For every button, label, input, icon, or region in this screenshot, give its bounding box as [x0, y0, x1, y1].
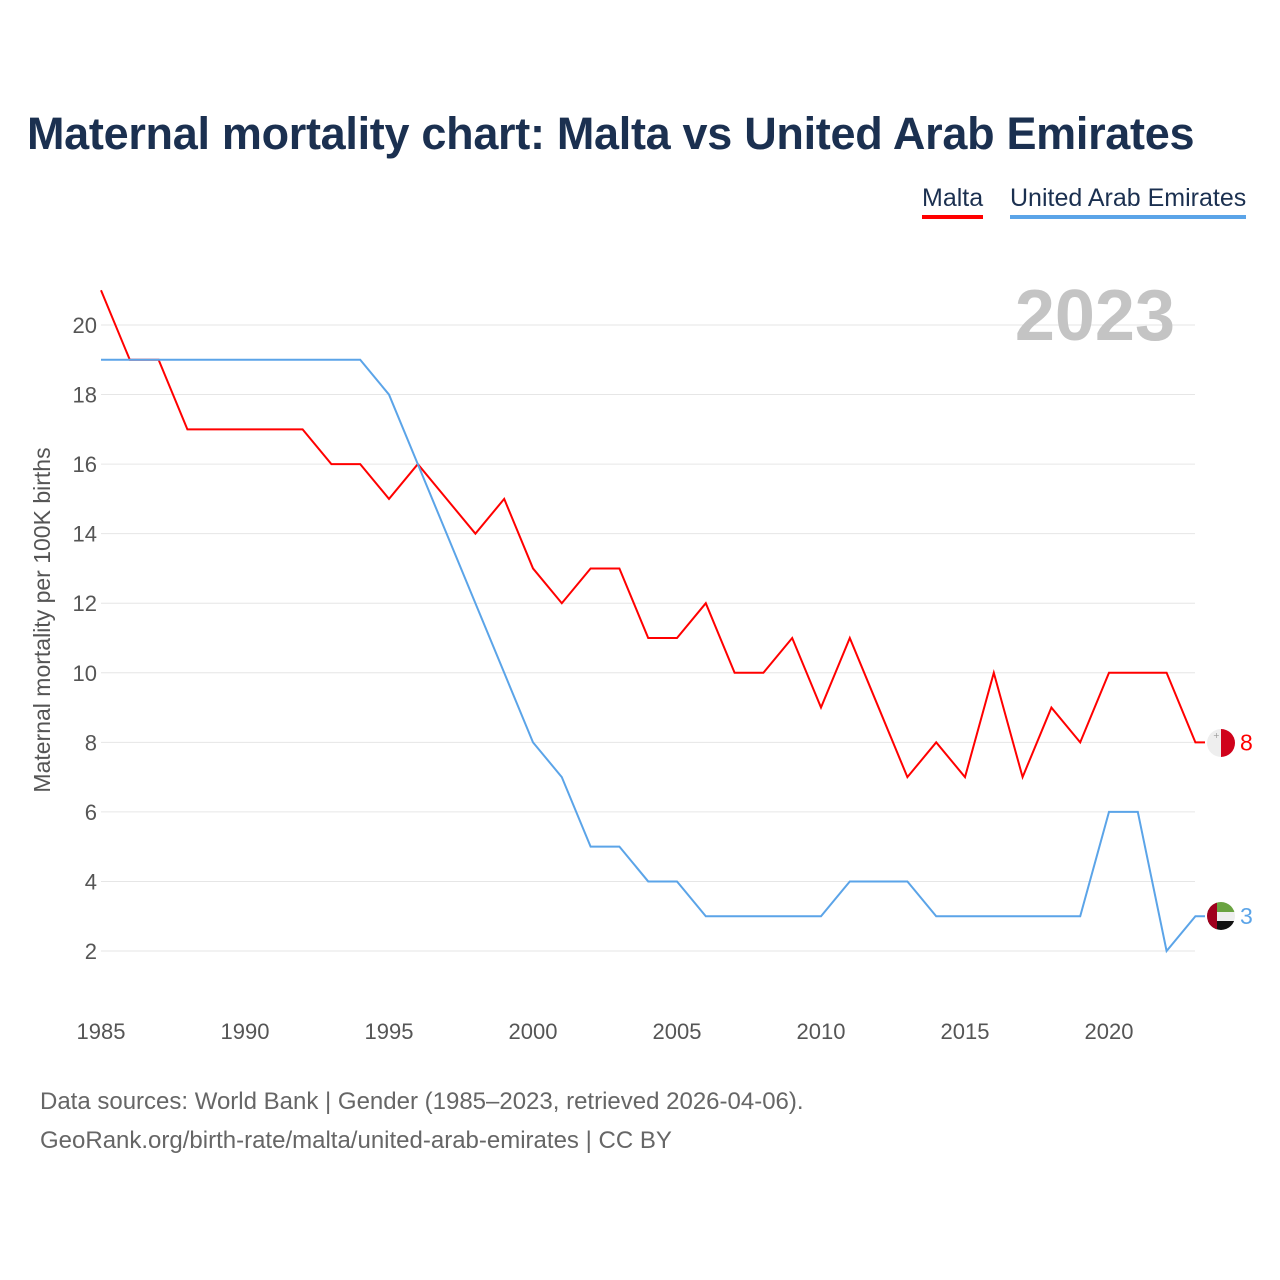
x-tick-label: 2020: [1085, 1019, 1134, 1044]
x-tick-label: 2005: [653, 1019, 702, 1044]
x-tick-label: 2000: [509, 1019, 558, 1044]
x-tick-label: 2015: [941, 1019, 990, 1044]
y-tick-label: 20: [73, 313, 97, 338]
y-tick-label: 12: [73, 591, 97, 616]
x-tick-label: 1990: [221, 1019, 270, 1044]
attribution-link[interactable]: GeoRank.org/birth-rate/malta/united-arab…: [40, 1127, 672, 1154]
malta-flag-icon: +: [1207, 729, 1235, 757]
y-tick-label: 10: [73, 661, 97, 686]
y-tick-label: 6: [85, 800, 97, 825]
end-value-label: 3: [1240, 903, 1253, 929]
y-axis-label: Maternal mortality per 100K births: [29, 447, 55, 792]
data-source-text: Data sources: World Bank | Gender (1985–…: [40, 1088, 804, 1115]
y-tick-label: 2: [85, 939, 97, 964]
x-tick-label: 2010: [797, 1019, 846, 1044]
y-tick-label: 16: [73, 452, 97, 477]
uae-flag-icon: [1207, 902, 1235, 930]
svg-text:+: +: [1213, 731, 1220, 740]
year-label: 2023: [1015, 276, 1175, 356]
x-tick-label: 1985: [77, 1019, 126, 1044]
y-tick-label: 8: [85, 730, 97, 755]
x-tick-label: 1995: [365, 1019, 414, 1044]
y-tick-label: 4: [85, 869, 97, 894]
y-tick-label: 14: [73, 522, 97, 547]
chart-title: Maternal mortality chart: Malta vs Unite…: [27, 108, 1195, 159]
series-line-uae: [101, 358, 1205, 954]
legend-malta[interactable]: Malta: [922, 184, 984, 219]
series-line-malta: [100, 289, 1205, 781]
y-tick-label: 18: [73, 383, 97, 408]
legend-united-arab-emirates[interactable]: United Arab Emirates: [1010, 184, 1247, 219]
end-value-label: 8: [1240, 729, 1253, 755]
